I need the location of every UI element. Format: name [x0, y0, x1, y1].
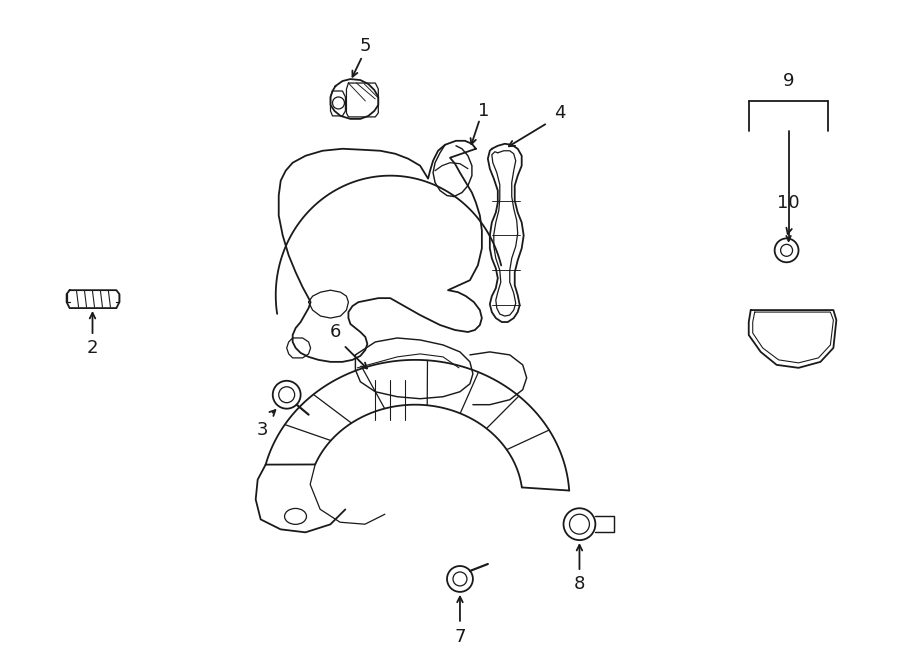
- Text: 9: 9: [783, 72, 795, 90]
- Text: 10: 10: [778, 194, 800, 212]
- Text: 8: 8: [574, 575, 585, 593]
- Text: 3: 3: [257, 420, 268, 439]
- Text: 2: 2: [86, 339, 98, 357]
- Text: 5: 5: [360, 37, 371, 56]
- Text: 7: 7: [454, 628, 465, 646]
- Text: 1: 1: [478, 102, 490, 120]
- Text: 6: 6: [329, 323, 341, 341]
- Text: 4: 4: [554, 104, 565, 122]
